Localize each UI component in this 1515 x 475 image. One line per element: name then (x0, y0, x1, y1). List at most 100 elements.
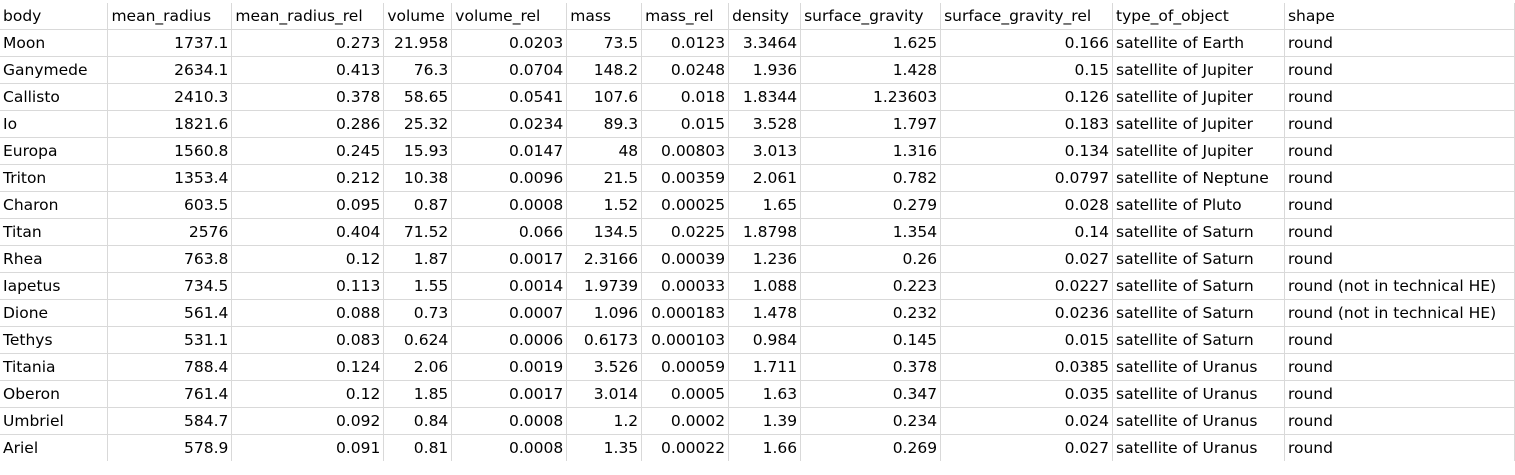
cell-density[interactable]: 3.013 (728, 137, 802, 165)
cell-mean-radius[interactable]: 788.4 (107, 353, 233, 381)
header-cell-surface-gravity[interactable]: surface_gravity (800, 3, 942, 30)
cell-mass-rel[interactable]: 0.000103 (641, 326, 730, 354)
cell-surface-gravity[interactable]: 1.428 (800, 56, 942, 84)
cell-mass-rel[interactable]: 0.0123 (641, 29, 730, 57)
cell-type-of-object[interactable]: satellite of Uranus (1112, 353, 1285, 381)
cell-shape[interactable]: round (1284, 29, 1515, 57)
cell-volume-rel[interactable]: 0.0147 (451, 137, 568, 165)
cell-mean-radius[interactable]: 761.4 (107, 380, 233, 408)
cell-shape[interactable]: round (1284, 245, 1515, 273)
cell-volume[interactable]: 71.52 (383, 218, 453, 246)
cell-surface-gravity-rel[interactable]: 0.015 (940, 326, 1113, 354)
cell-body[interactable]: Dione (0, 299, 109, 327)
cell-volume-rel[interactable]: 0.0008 (451, 407, 568, 435)
cell-shape[interactable]: round (not in technical HE) (1284, 272, 1515, 300)
cell-mean-radius-rel[interactable]: 0.083 (231, 326, 385, 354)
cell-shape[interactable]: round (1284, 83, 1515, 111)
header-cell-mean-radius[interactable]: mean_radius (107, 3, 233, 30)
cell-shape[interactable]: round (not in technical HE) (1284, 299, 1515, 327)
cell-volume-rel[interactable]: 0.0019 (451, 353, 568, 381)
cell-density[interactable]: 0.984 (728, 326, 802, 354)
cell-mass-rel[interactable]: 0.00022 (641, 434, 730, 461)
cell-type-of-object[interactable]: satellite of Earth (1112, 29, 1285, 57)
cell-mass-rel[interactable]: 0.0225 (641, 218, 730, 246)
cell-volume[interactable]: 15.93 (383, 137, 453, 165)
cell-type-of-object[interactable]: satellite of Saturn (1112, 245, 1285, 273)
cell-body[interactable]: Titan (0, 218, 109, 246)
cell-type-of-object[interactable]: satellite of Saturn (1112, 272, 1285, 300)
cell-body[interactable]: Io (0, 110, 109, 138)
cell-surface-gravity-rel[interactable]: 0.0236 (940, 299, 1113, 327)
cell-mean-radius[interactable]: 763.8 (107, 245, 233, 273)
cell-density[interactable]: 3.528 (728, 110, 802, 138)
cell-body[interactable]: Rhea (0, 245, 109, 273)
cell-surface-gravity[interactable]: 0.26 (800, 245, 942, 273)
header-cell-shape[interactable]: shape (1284, 3, 1515, 30)
cell-surface-gravity-rel[interactable]: 0.028 (940, 191, 1113, 219)
cell-mass[interactable]: 3.014 (566, 380, 643, 408)
cell-density[interactable]: 1.088 (728, 272, 802, 300)
cell-volume-rel[interactable]: 0.0006 (451, 326, 568, 354)
cell-mean-radius-rel[interactable]: 0.124 (231, 353, 385, 381)
cell-mass-rel[interactable]: 0.00059 (641, 353, 730, 381)
cell-volume-rel[interactable]: 0.0704 (451, 56, 568, 84)
cell-surface-gravity-rel[interactable]: 0.15 (940, 56, 1113, 84)
cell-mass[interactable]: 2.3166 (566, 245, 643, 273)
cell-body[interactable]: Moon (0, 29, 109, 57)
cell-surface-gravity[interactable]: 0.269 (800, 434, 942, 461)
cell-surface-gravity[interactable]: 0.223 (800, 272, 942, 300)
cell-type-of-object[interactable]: satellite of Pluto (1112, 191, 1285, 219)
cell-surface-gravity[interactable]: 0.782 (800, 164, 942, 192)
cell-shape[interactable]: round (1284, 191, 1515, 219)
cell-density[interactable]: 1.63 (728, 380, 802, 408)
cell-mean-radius-rel[interactable]: 0.092 (231, 407, 385, 435)
cell-mass-rel[interactable]: 0.00803 (641, 137, 730, 165)
cell-density[interactable]: 1.39 (728, 407, 802, 435)
header-cell-volume[interactable]: volume (383, 3, 453, 30)
cell-type-of-object[interactable]: satellite of Uranus (1112, 434, 1285, 461)
cell-body[interactable]: Tethys (0, 326, 109, 354)
cell-surface-gravity[interactable]: 0.234 (800, 407, 942, 435)
cell-mass-rel[interactable]: 0.00025 (641, 191, 730, 219)
cell-body[interactable]: Titania (0, 353, 109, 381)
cell-density[interactable]: 1.65 (728, 191, 802, 219)
header-cell-body[interactable]: body (0, 3, 109, 30)
cell-mass-rel[interactable]: 0.015 (641, 110, 730, 138)
cell-surface-gravity-rel[interactable]: 0.035 (940, 380, 1113, 408)
cell-mean-radius-rel[interactable]: 0.212 (231, 164, 385, 192)
cell-density[interactable]: 3.3464 (728, 29, 802, 57)
cell-volume[interactable]: 0.81 (383, 434, 453, 461)
cell-density[interactable]: 1.478 (728, 299, 802, 327)
cell-mean-radius[interactable]: 531.1 (107, 326, 233, 354)
cell-volume[interactable]: 21.958 (383, 29, 453, 57)
cell-type-of-object[interactable]: satellite of Jupiter (1112, 56, 1285, 84)
cell-volume-rel[interactable]: 0.066 (451, 218, 568, 246)
cell-mass-rel[interactable]: 0.00359 (641, 164, 730, 192)
cell-mass[interactable]: 148.2 (566, 56, 643, 84)
cell-density[interactable]: 2.061 (728, 164, 802, 192)
cell-volume-rel[interactable]: 0.0008 (451, 434, 568, 461)
cell-mass-rel[interactable]: 0.018 (641, 83, 730, 111)
cell-surface-gravity-rel[interactable]: 0.0227 (940, 272, 1113, 300)
cell-volume-rel[interactable]: 0.0008 (451, 191, 568, 219)
cell-shape[interactable]: round (1284, 407, 1515, 435)
cell-body[interactable]: Ganymede (0, 56, 109, 84)
cell-surface-gravity[interactable]: 0.279 (800, 191, 942, 219)
cell-mean-radius[interactable]: 584.7 (107, 407, 233, 435)
cell-mean-radius[interactable]: 603.5 (107, 191, 233, 219)
cell-mass[interactable]: 89.3 (566, 110, 643, 138)
cell-body[interactable]: Callisto (0, 83, 109, 111)
cell-shape[interactable]: round (1284, 353, 1515, 381)
cell-volume-rel[interactable]: 0.0541 (451, 83, 568, 111)
cell-type-of-object[interactable]: satellite of Saturn (1112, 326, 1285, 354)
cell-mean-radius[interactable]: 2576 (107, 218, 233, 246)
cell-body[interactable]: Oberon (0, 380, 109, 408)
cell-mean-radius[interactable]: 1821.6 (107, 110, 233, 138)
cell-mass[interactable]: 1.52 (566, 191, 643, 219)
cell-surface-gravity-rel[interactable]: 0.126 (940, 83, 1113, 111)
cell-type-of-object[interactable]: satellite of Uranus (1112, 380, 1285, 408)
cell-density[interactable]: 1.8344 (728, 83, 802, 111)
cell-shape[interactable]: round (1284, 56, 1515, 84)
cell-volume-rel[interactable]: 0.0203 (451, 29, 568, 57)
cell-volume-rel[interactable]: 0.0017 (451, 245, 568, 273)
